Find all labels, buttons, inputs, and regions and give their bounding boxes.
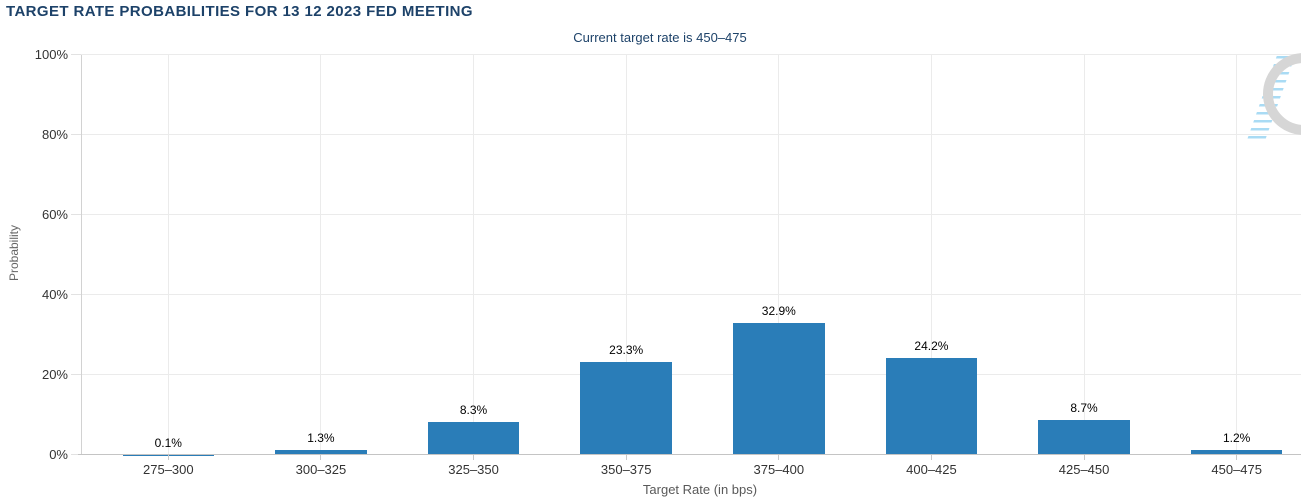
- y-gridline: [81, 374, 1301, 375]
- x-tick-label: 300–325: [295, 462, 347, 477]
- x-axis-tick: [1083, 455, 1085, 460]
- y-tick-label: 40%: [41, 287, 68, 302]
- x-axis-tick: [778, 455, 780, 460]
- bar[interactable]: [1190, 450, 1283, 455]
- x-gridline: [1236, 55, 1238, 455]
- x-tick-label: 425–450: [1058, 462, 1110, 477]
- x-gridline: [930, 55, 932, 455]
- y-tick-label: 60%: [41, 207, 68, 222]
- bar-value-label: 24.2%: [914, 339, 949, 354]
- y-tick-label: 20%: [41, 367, 68, 382]
- x-axis-title: Target Rate (in bps): [642, 482, 758, 497]
- y-axis-tick: [71, 214, 81, 215]
- watermark-q-icon: [1263, 53, 1301, 135]
- y-tick-label: 80%: [41, 127, 68, 142]
- x-tick-label: 325–350: [448, 462, 499, 477]
- x-axis-tick: [167, 455, 169, 460]
- bar-value-label: 0.1%: [154, 435, 182, 450]
- y-axis-tick: [71, 454, 81, 455]
- y-axis-tick: [71, 294, 81, 295]
- y-axis-line: [81, 55, 82, 455]
- bar[interactable]: [427, 421, 520, 455]
- x-gridline: [625, 55, 627, 455]
- x-tick-label: 275–300: [143, 462, 194, 477]
- y-gridline: [81, 54, 1301, 55]
- chart-title: TARGET RATE PROBABILITIES FOR 13 12 2023…: [6, 3, 473, 20]
- bar[interactable]: [580, 361, 672, 455]
- y-axis-tick: [71, 54, 81, 55]
- y-tick-label: 0%: [49, 447, 68, 462]
- y-axis-tick: [71, 134, 81, 135]
- x-axis-tick: [473, 455, 475, 460]
- bar-value-label: 1.2%: [1223, 431, 1251, 446]
- y-gridline: [81, 294, 1301, 295]
- x-tick-label: 400–425: [906, 462, 957, 477]
- x-axis-tick: [1236, 455, 1238, 460]
- bar[interactable]: [275, 449, 367, 455]
- x-gridline: [778, 55, 780, 455]
- bar[interactable]: [1038, 420, 1130, 455]
- x-axis-tick: [930, 455, 932, 460]
- y-gridline: [81, 134, 1301, 135]
- x-gridline: [167, 55, 169, 455]
- y-gridline: [81, 214, 1301, 215]
- plot-area: 0% 20% 40% 60% 80% 100% 0.1% 275–300 1.3% 300–325…: [0, 47, 1301, 477]
- bar-value-label: 23.3%: [609, 342, 644, 357]
- x-tick-label: 450–475: [1211, 462, 1262, 477]
- x-tick-label: 375–400: [753, 462, 805, 477]
- x-axis-tick: [625, 455, 627, 460]
- x-axis-tick: [320, 455, 322, 460]
- bar-value-label: 32.9%: [761, 304, 796, 319]
- x-axis-line: [78, 454, 1301, 455]
- chart-subtitle: Current target rate is 450–475: [573, 30, 747, 45]
- y-tick-label: 100%: [34, 47, 68, 62]
- x-gridline: [473, 55, 475, 455]
- watermark-logo: [1246, 46, 1301, 146]
- bar-value-label: 8.3%: [459, 402, 488, 417]
- x-gridline: [1083, 55, 1085, 455]
- bar[interactable]: [885, 358, 978, 455]
- x-tick-label: 350–375: [600, 462, 652, 477]
- y-axis-tick: [71, 374, 81, 375]
- bar[interactable]: [733, 323, 825, 455]
- bar-value-label: 8.7%: [1070, 401, 1098, 416]
- bar-value-label: 1.3%: [307, 430, 335, 445]
- x-gridline: [320, 55, 322, 455]
